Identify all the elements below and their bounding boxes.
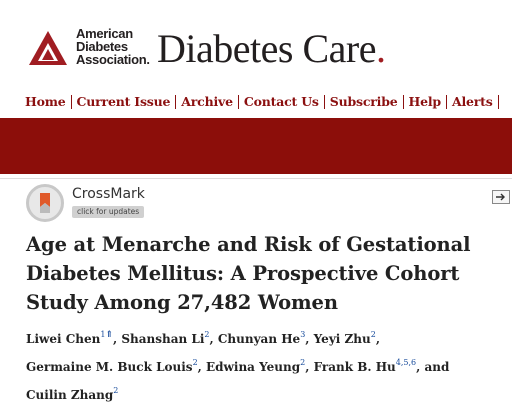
- nav-contact-us[interactable]: Contact Us: [239, 95, 325, 109]
- author-name[interactable]: Liwei Chen: [26, 332, 101, 346]
- nav-alerts[interactable]: Alerts: [447, 95, 499, 109]
- main-nav: Home Current Issue Archive Contact Us Su…: [20, 92, 499, 112]
- ada-wordmark[interactable]: American Diabetes Association.: [76, 27, 150, 66]
- title-line-1: Age at Menarche and Risk of Gestational: [26, 233, 471, 256]
- author-name[interactable]: Frank B. Hu: [313, 360, 396, 374]
- author-name[interactable]: Shanshan Li: [121, 332, 205, 346]
- author-affiliation[interactable]: 2: [113, 386, 119, 395]
- author-affiliation[interactable]: 4,5,6: [395, 358, 417, 367]
- nav-subscribe[interactable]: Subscribe: [325, 95, 404, 109]
- journal-dot: .: [375, 26, 386, 71]
- share-icon[interactable]: [492, 190, 510, 204]
- author-line-2: Germaine M. Buck Louis2, Edwina Yeung2, …: [26, 358, 450, 374]
- author-affiliation[interactable]: 2: [300, 358, 306, 367]
- author-name[interactable]: Chunyan He: [217, 332, 301, 346]
- org-line-1: American: [76, 26, 133, 41]
- author-name[interactable]: Yeyi Zhu: [313, 332, 371, 346]
- author-affiliation[interactable]: 2: [370, 330, 376, 339]
- site-header: American Diabetes Association. Diabetes …: [0, 0, 512, 88]
- ada-logo-icon[interactable]: [28, 30, 68, 66]
- red-banner: [0, 118, 512, 174]
- author-name[interactable]: Edwina Yeung: [206, 360, 301, 374]
- nav-help[interactable]: Help: [404, 95, 447, 109]
- journal-name: Diabetes Care: [157, 26, 376, 71]
- divider: [0, 178, 512, 179]
- nav-archive[interactable]: Archive: [176, 95, 239, 109]
- nav-home[interactable]: Home: [20, 95, 72, 109]
- org-line-2: Diabetes: [76, 39, 128, 54]
- article-title: Age at Menarche and Risk of Gestational …: [26, 230, 510, 317]
- nav-current-issue[interactable]: Current Issue: [72, 95, 177, 109]
- author-line-3: Cuilin Zhang2: [26, 386, 118, 402]
- author-name[interactable]: Germaine M. Buck Louis: [26, 360, 193, 374]
- author-affiliation[interactable]: 2: [204, 330, 210, 339]
- title-line-3: Study Among 27,482 Women: [26, 291, 338, 314]
- title-line-2: Diabetes Mellitus: A Prospective Cohort: [26, 262, 460, 285]
- crossmark-label: CrossMark: [72, 186, 145, 202]
- author-affiliation[interactable]: 3: [300, 330, 306, 339]
- author-line-1: Liwei Chen1⇑, Shanshan Li2, Chunyan He3,…: [26, 330, 381, 346]
- author-affiliation[interactable]: 1: [100, 330, 106, 339]
- org-line-3: Association.: [76, 52, 150, 67]
- crossmark-icon: [26, 184, 64, 222]
- author-affiliation[interactable]: 2: [192, 358, 198, 367]
- crossmark-widget[interactable]: CrossMark click for updates: [26, 184, 166, 224]
- author-name[interactable]: Cuilin Zhang: [26, 388, 114, 402]
- journal-title[interactable]: Diabetes Care.: [157, 26, 386, 71]
- crossmark-updates-badge[interactable]: click for updates: [72, 206, 145, 218]
- author-conjunction: and: [424, 360, 450, 374]
- corresponding-author-icon[interactable]: ⇑: [105, 330, 113, 340]
